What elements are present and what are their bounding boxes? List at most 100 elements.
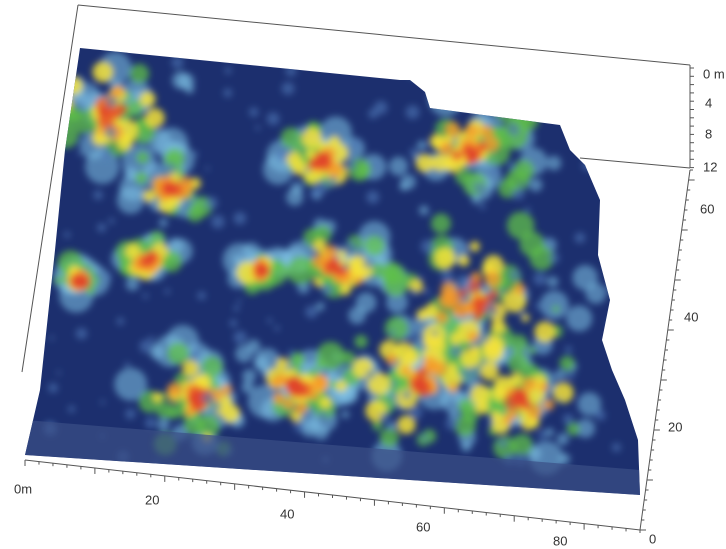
heat-blob: [394, 341, 415, 363]
heat-blob: [303, 166, 311, 174]
heat-blob: [229, 319, 238, 328]
heat-blob: [490, 289, 500, 298]
heat-blob: [509, 334, 528, 353]
heat-blob: [255, 264, 266, 275]
heat-blob: [440, 281, 458, 298]
heat-blob: [607, 285, 615, 293]
heat-blob: [305, 149, 316, 159]
heat-blob: [267, 318, 273, 324]
heat-blob: [457, 65, 493, 101]
heat-blob: [552, 382, 574, 404]
heat-blob: [533, 272, 547, 286]
heat-blob: [210, 401, 222, 413]
heat-blob: [470, 87, 496, 113]
heat-blob: [512, 390, 524, 402]
heat-blob: [565, 370, 575, 380]
heat-blob: [635, 413, 640, 421]
frame-line: [77, 4, 691, 66]
heat-blob: [545, 427, 555, 437]
heat-blob: [416, 140, 428, 151]
heat-blob: [608, 229, 619, 239]
heat-blob: [479, 333, 491, 344]
heat-blob: [313, 225, 332, 244]
y-tick-label: 40: [684, 309, 698, 324]
heat-blob: [337, 267, 347, 277]
heat-blob: [464, 124, 479, 139]
heat-blob: [286, 256, 316, 285]
heat-blob: [392, 302, 398, 309]
heat-blob: [486, 97, 497, 108]
heat-blob: [445, 121, 461, 138]
heat-blob: [451, 150, 463, 162]
heat-blob: [316, 411, 329, 424]
heat-blob: [558, 398, 563, 403]
heat-blob: [335, 380, 347, 392]
heat-blob: [125, 277, 140, 291]
heat-blob: [100, 399, 105, 405]
heat-blob: [139, 339, 153, 353]
heat-blob: [384, 264, 406, 286]
heat-blob: [158, 218, 168, 228]
heat-blob: [192, 151, 199, 157]
heat-blob: [461, 246, 467, 251]
heat-blob: [623, 137, 629, 143]
heat-blob: [356, 65, 361, 70]
heat-blob: [566, 305, 593, 332]
heat-blob: [310, 187, 321, 199]
heat-blob: [105, 95, 118, 108]
heat-blob: [469, 376, 479, 386]
heatmap-floor: [25, 420, 640, 495]
heat-blob: [536, 100, 550, 114]
heat-blob: [431, 329, 439, 337]
heat-blob: [326, 175, 339, 188]
heat-blob: [450, 344, 463, 357]
heat-blob: [494, 95, 522, 123]
heat-blob: [275, 357, 289, 370]
heat-blob: [564, 345, 573, 354]
heat-blob: [125, 243, 141, 260]
heat-blob: [315, 359, 325, 369]
heat-blob: [621, 93, 630, 102]
heat-blob: [441, 269, 454, 283]
heat-blob: [341, 410, 350, 419]
heat-blob: [316, 302, 325, 311]
heat-blob: [197, 291, 206, 300]
heat-blob: [577, 392, 602, 416]
heat-blob: [406, 64, 421, 79]
heat-blob: [100, 149, 113, 161]
heat-blob: [188, 385, 205, 402]
heat-blob: [157, 418, 170, 431]
heat-blob: [56, 370, 61, 375]
heat-blob: [484, 270, 501, 288]
heat-blob: [272, 391, 285, 405]
heat-blob: [379, 428, 399, 448]
heat-blob: [409, 148, 418, 157]
heat-blob: [439, 141, 454, 156]
heat-blob: [431, 213, 451, 234]
heat-blob: [48, 382, 59, 393]
heat-blob: [368, 108, 379, 119]
heat-blob: [512, 159, 535, 181]
heat-blob: [116, 186, 145, 214]
heat-blob: [471, 365, 482, 376]
heat-blob: [116, 317, 125, 326]
heat-blob: [372, 420, 383, 431]
heat-blob: [510, 433, 533, 456]
heat-blob: [287, 349, 295, 357]
heat-blob: [473, 181, 487, 195]
heat-blob: [445, 417, 458, 430]
heat-blob: [435, 311, 448, 324]
heat-blob: [224, 67, 232, 74]
heat-blob: [96, 127, 106, 136]
heat-blob: [275, 149, 288, 162]
heat-blob: [428, 65, 443, 80]
heat-blob: [142, 189, 156, 203]
heat-blob: [166, 382, 182, 398]
frame-line: [21, 4, 79, 373]
heat-blob: [145, 417, 157, 429]
heat-blob: [108, 217, 115, 224]
heat-blob: [401, 389, 412, 400]
x-tick-label: 80: [553, 533, 567, 548]
heat-blob: [490, 319, 506, 335]
